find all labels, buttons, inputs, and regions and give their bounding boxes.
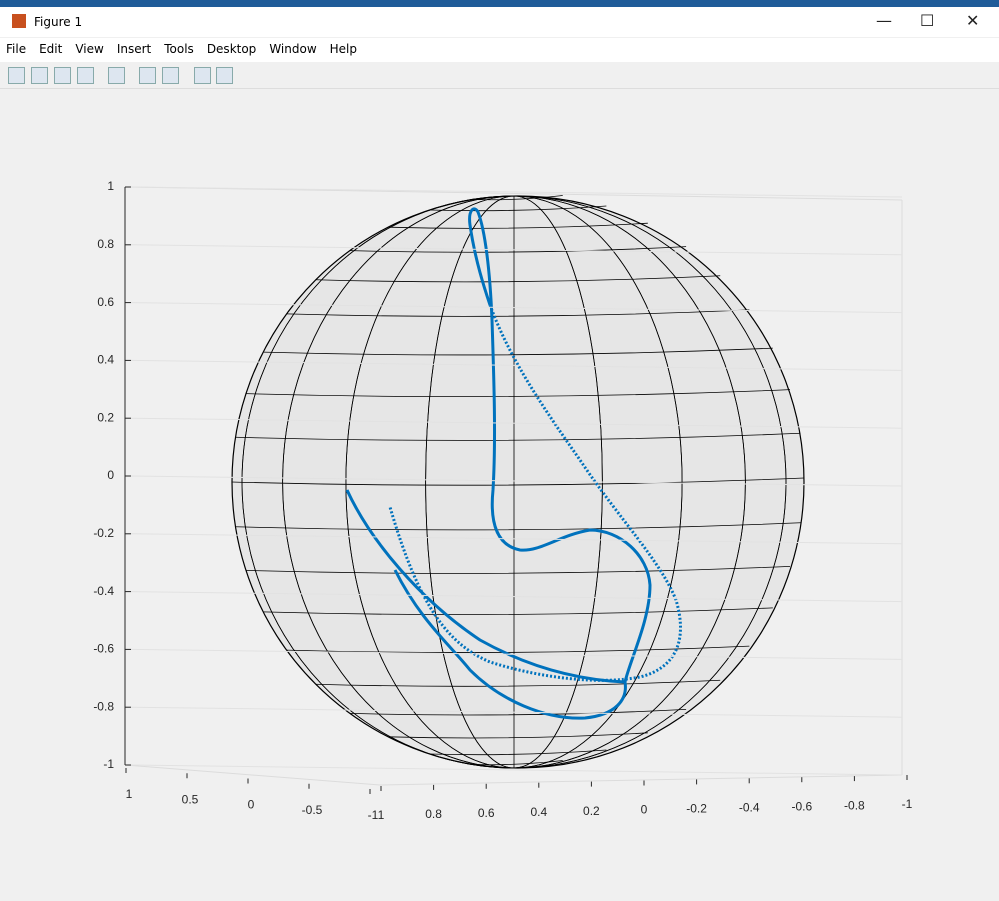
z-tick-label: -0.2: [93, 526, 114, 540]
x-tick-label: 1: [126, 787, 133, 801]
tool-button[interactable]: [77, 67, 94, 84]
grid-line: [130, 591, 903, 603]
y-tick-label: 0.8: [425, 807, 442, 821]
y-tick-label: 0.4: [530, 805, 547, 819]
toolbar: [0, 62, 999, 89]
tool-button[interactable]: [194, 67, 211, 84]
z-tick-label: -0.6: [93, 642, 114, 656]
z-tick-label: 0.8: [97, 237, 114, 251]
dotted-curve: [388, 304, 682, 682]
desktop-strip: [0, 0, 999, 7]
parallel: [231, 477, 805, 486]
parallel: [286, 645, 750, 653]
tool-button[interactable]: [8, 67, 25, 84]
z-tick-label: -0.8: [93, 699, 114, 713]
y-tick-label: -0.2: [686, 802, 707, 816]
minimize-button[interactable]: —: [876, 11, 892, 30]
grid-line: [130, 648, 903, 660]
grid-line: [130, 244, 903, 256]
parallel: [263, 607, 773, 616]
y-tick-label: -1: [902, 797, 913, 811]
y-tick-label: -0.8: [844, 798, 865, 812]
parallel: [315, 679, 721, 687]
y-tick-label: -0.6: [791, 799, 812, 813]
parallel: [388, 732, 648, 739]
solid-curve: [345, 207, 652, 720]
y-tick-label: 0.6: [478, 806, 495, 820]
menu-item[interactable]: Edit: [39, 42, 63, 56]
curves: [345, 207, 682, 720]
tool-button[interactable]: [54, 67, 71, 84]
grid-line: [130, 417, 903, 429]
grid-line: [130, 706, 903, 718]
y-tick-label: 0: [641, 803, 648, 817]
grid-line: [130, 302, 903, 314]
parallel: [245, 565, 791, 574]
menu-item[interactable]: Insert: [116, 42, 152, 56]
menu-item[interactable]: Window: [269, 42, 317, 56]
axes-box: [124, 186, 903, 786]
x-tick-label: 0: [248, 798, 255, 812]
x-tick-label: -1: [368, 808, 379, 822]
x-tick-label: -0.5: [302, 803, 323, 817]
z-tick-label: 0: [107, 468, 114, 482]
parallel: [235, 432, 801, 441]
title-bar: Figure 1 — ☐ ✕: [0, 7, 999, 37]
close-button[interactable]: ✕: [966, 11, 980, 30]
z-tick-label: -1: [103, 757, 114, 771]
parallel: [235, 522, 801, 531]
z-tick-label: 1: [107, 179, 114, 193]
window-title: Figure 1: [34, 15, 83, 29]
parallel: [473, 760, 563, 766]
parallel: [429, 749, 607, 756]
menu-item[interactable]: File: [6, 42, 27, 56]
parallel: [245, 389, 791, 398]
z-tick-label: 0.6: [97, 295, 114, 309]
tool-button[interactable]: [31, 67, 48, 84]
z-tick-label: 0.4: [97, 353, 114, 367]
tool-button[interactable]: [108, 67, 125, 84]
parallel: [429, 205, 607, 212]
z-tick-label: 0.2: [97, 410, 114, 424]
sphere: [231, 195, 805, 769]
grid-line: [130, 475, 903, 487]
menu-bar: File Edit View Insert Tools Desktop Window Help: [0, 38, 999, 62]
menu-item[interactable]: Desktop: [206, 42, 257, 56]
parallel: [473, 195, 563, 201]
y-tick-label: -0.4: [739, 800, 760, 814]
tool-button[interactable]: [139, 67, 156, 84]
tool-button[interactable]: [162, 67, 179, 84]
app-icon: [12, 14, 26, 28]
parallel: [286, 309, 750, 317]
menu-item[interactable]: Tools: [164, 42, 194, 56]
parallel: [263, 347, 773, 356]
parallel: [349, 246, 687, 253]
parallel: [349, 708, 687, 716]
x-tick-label: 0.5: [182, 792, 199, 806]
maximize-button[interactable]: ☐: [920, 11, 935, 30]
menu-item[interactable]: Help: [329, 42, 357, 56]
z-tick-label: -0.4: [93, 584, 114, 598]
y-tick-label: 1: [378, 808, 385, 822]
y-tick-label: 0.2: [583, 804, 600, 818]
menu-item[interactable]: View: [75, 42, 104, 56]
grid-line: [130, 186, 903, 198]
grid-line: [130, 764, 903, 776]
tool-button[interactable]: [216, 67, 233, 84]
parallel: [388, 222, 648, 229]
grid-line: [130, 359, 903, 371]
parallel: [315, 275, 721, 283]
grid-line: [130, 533, 903, 545]
